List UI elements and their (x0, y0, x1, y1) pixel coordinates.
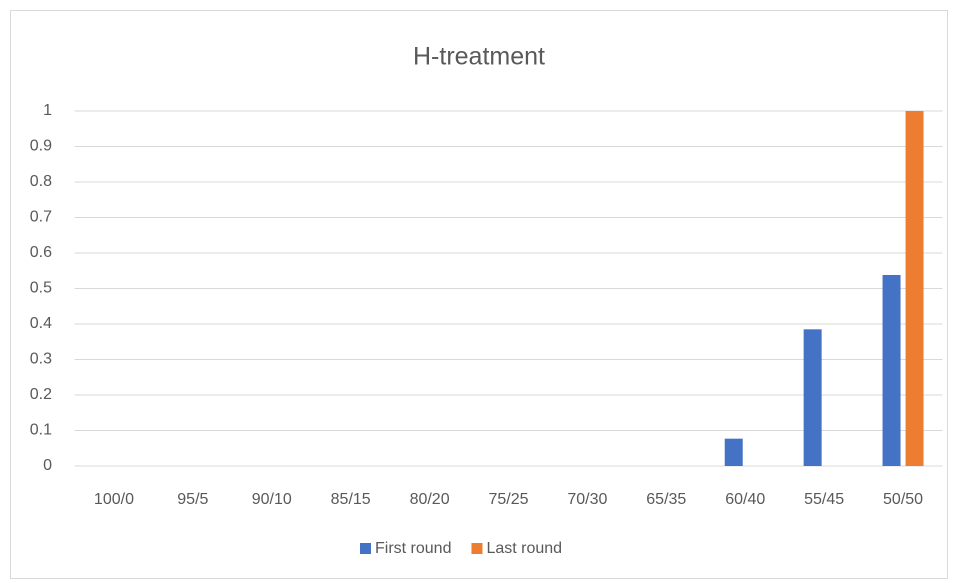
x-tick-label: 50/50 (883, 491, 923, 508)
y-tick-label: 0.6 (30, 244, 52, 261)
chart-border (10, 10, 948, 579)
x-tick-label: 90/10 (252, 491, 292, 508)
x-tick-label: 95/5 (177, 491, 208, 508)
x-tick-label: 75/25 (488, 491, 528, 508)
y-tick-label: 0 (43, 457, 52, 474)
bar (724, 438, 743, 466)
y-tick-label: 0.8 (30, 173, 52, 190)
legend-swatch (471, 543, 483, 554)
x-tick-label: 55/45 (804, 491, 844, 508)
x-tick-label: 85/15 (331, 491, 371, 508)
x-tick-label: 100/0 (94, 491, 134, 508)
bar (905, 111, 924, 466)
chart-title: H-treatment (413, 43, 545, 71)
y-tick-label: 0.4 (30, 315, 52, 332)
bar (803, 329, 822, 466)
x-tick-label: 80/20 (410, 491, 450, 508)
y-tick-label: 1 (43, 102, 52, 119)
legend-label: Last round (486, 540, 562, 557)
x-tick-label: 70/30 (567, 491, 607, 508)
y-tick-label: 0.1 (30, 422, 52, 439)
y-tick-label: 0.9 (30, 138, 52, 155)
legend-swatch (360, 543, 371, 554)
y-tick-label: 0.7 (30, 209, 52, 226)
y-tick-label: 0.5 (30, 280, 52, 297)
x-tick-label: 60/40 (725, 491, 765, 508)
x-tick-label: 65/35 (646, 491, 686, 508)
legend-label: First round (375, 540, 451, 557)
y-tick-label: 0.2 (30, 386, 52, 403)
bar (882, 275, 901, 466)
y-tick-label: 0.3 (30, 351, 52, 368)
